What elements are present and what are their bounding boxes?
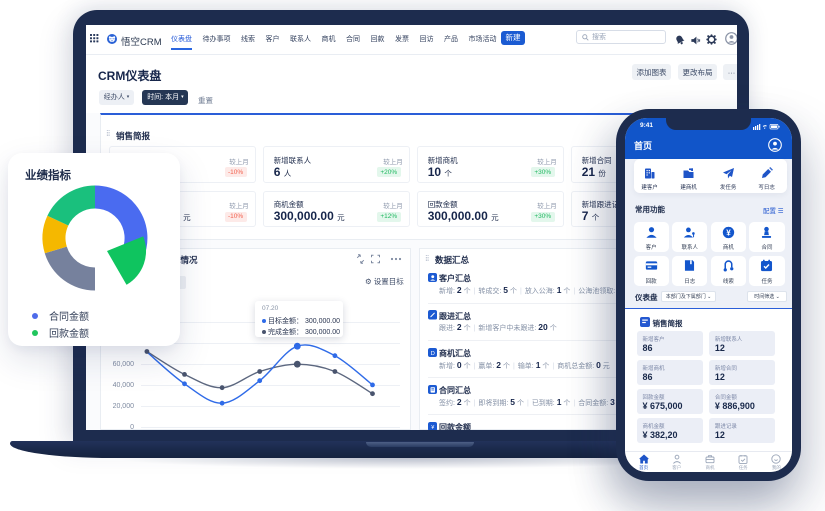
svg-text:¥: ¥ [726, 228, 731, 237]
svg-text:¥: ¥ [431, 424, 435, 430]
svg-text:D: D [430, 350, 434, 356]
